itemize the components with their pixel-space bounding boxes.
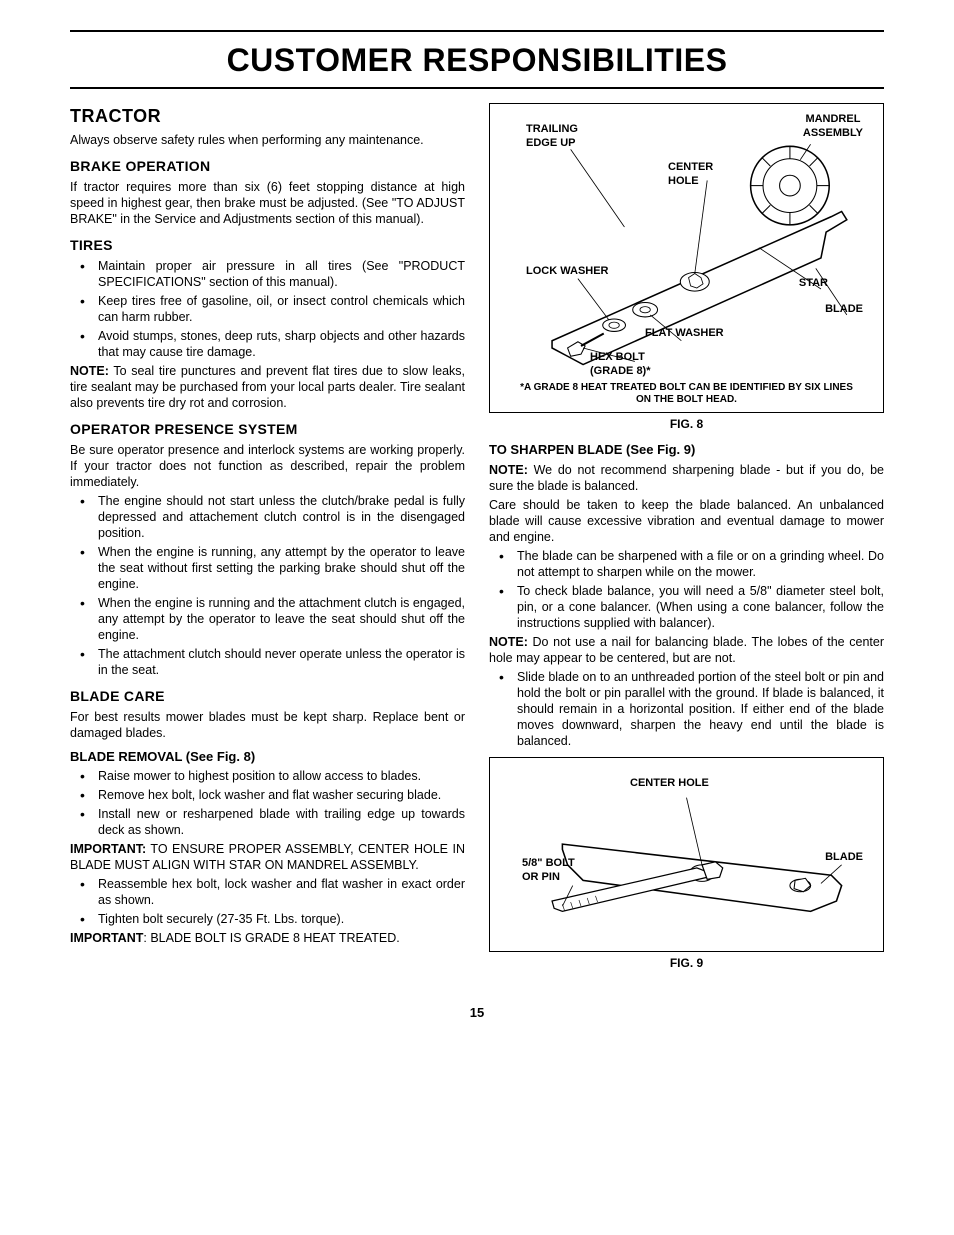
removal-list-2: Reassemble hex bolt, lock washer and fla… xyxy=(70,876,465,927)
heading-brake: BRAKE OPERATION xyxy=(70,158,465,176)
content-columns: TRACTOR Always observe safety rules when… xyxy=(70,101,884,981)
list-item: Keep tires free of gasoline, oil, or ins… xyxy=(70,293,465,325)
list-item: Slide blade on to an unthreaded portion … xyxy=(489,669,884,749)
note-text: Do not use a nail for balancing blade. T… xyxy=(489,635,884,665)
sharpen-note1: NOTE: We do not recommend sharpening bla… xyxy=(489,462,884,494)
important-label: IMPORTANT: xyxy=(70,842,146,856)
list-item: When the engine is running, any attempt … xyxy=(70,544,465,592)
list-item: Tighten bolt securely (27-35 Ft. Lbs. to… xyxy=(70,911,465,927)
figure-8-box: TRAILING EDGE UP MANDREL ASSEMBLY CENTER… xyxy=(489,103,884,413)
heading-sharpen: TO SHARPEN BLADE (See Fig. 9) xyxy=(489,442,884,459)
removal-important-1: IMPORTANT: TO ENSURE PROPER ASSEMBLY, CE… xyxy=(70,841,465,873)
fig8-label-blade: BLADE xyxy=(825,302,863,316)
tires-list: Maintain proper air pressure in all tire… xyxy=(70,258,465,360)
brake-text: If tractor requires more than six (6) fe… xyxy=(70,179,465,227)
note-label: NOTE: xyxy=(70,364,109,378)
list-item: Raise mower to highest position to allow… xyxy=(70,768,465,784)
fig8-label-hex: HEX BOLT (GRADE 8)* xyxy=(590,350,651,378)
fig9-label-bolt: 5/8" BOLT OR PIN xyxy=(522,856,575,884)
fig8-caption: FIG. 8 xyxy=(489,417,884,432)
heading-tractor: TRACTOR xyxy=(70,105,465,128)
heading-removal: BLADE REMOVAL (See Fig. 8) xyxy=(70,749,465,766)
figure-9-box: CENTER HOLE 5/8" BOLT OR PIN BLADE xyxy=(489,757,884,952)
fig8-label-center: CENTER HOLE xyxy=(668,160,713,188)
ops-intro: Be sure operator presence and interlock … xyxy=(70,442,465,490)
list-item: Remove hex bolt, lock washer and flat wa… xyxy=(70,787,465,803)
heading-tires: TIRES xyxy=(70,237,465,255)
list-item: The attachment clutch should never opera… xyxy=(70,646,465,678)
page-number: 15 xyxy=(70,1005,884,1020)
note-text: To seal tire punctures and prevent flat … xyxy=(70,364,465,410)
fig8-label-mandrel: MANDREL ASSEMBLY xyxy=(803,112,863,140)
list-item: Reassemble hex bolt, lock washer and fla… xyxy=(70,876,465,908)
sharpen-note2: NOTE: Do not use a nail for balancing bl… xyxy=(489,634,884,666)
list-item: To check blade balance, you will need a … xyxy=(489,583,884,631)
sharpen-list-2: Slide blade on to an unthreaded portion … xyxy=(489,669,884,749)
left-column: TRACTOR Always observe safety rules when… xyxy=(70,101,465,981)
list-item: The engine should not start unless the c… xyxy=(70,493,465,541)
top-rule xyxy=(70,30,884,32)
list-item: Install new or resharpened blade with tr… xyxy=(70,806,465,838)
figure-8-diagram xyxy=(490,104,883,412)
note-text: We do not recommend sharpening blade - b… xyxy=(489,463,884,493)
fig8-label-star: STAR xyxy=(799,276,828,290)
fig8-label-lock: LOCK WASHER xyxy=(526,264,609,278)
tires-note: NOTE: To seal tire punctures and prevent… xyxy=(70,363,465,411)
important-label: IMPORTANT xyxy=(70,931,143,945)
fig8-note: *A GRADE 8 HEAT TREATED BOLT CAN BE IDEN… xyxy=(490,382,883,406)
heading-bladecare: BLADE CARE xyxy=(70,688,465,706)
list-item: When the engine is running and the attac… xyxy=(70,595,465,643)
fig9-label-center: CENTER HOLE xyxy=(630,776,709,790)
important-text: : BLADE BOLT IS GRADE 8 HEAT TREATED. xyxy=(143,931,399,945)
page-title: CUSTOMER RESPONSIBILITIES xyxy=(70,42,884,89)
sharpen-para: Care should be taken to keep the blade b… xyxy=(489,497,884,545)
sharpen-list-1: The blade can be sharpened with a file o… xyxy=(489,548,884,631)
fig8-label-trailing: TRAILING EDGE UP xyxy=(526,122,578,150)
removal-important-2: IMPORTANT: BLADE BOLT IS GRADE 8 HEAT TR… xyxy=(70,930,465,946)
removal-list-1: Raise mower to highest position to allow… xyxy=(70,768,465,838)
tractor-intro: Always observe safety rules when perform… xyxy=(70,132,465,148)
fig9-caption: FIG. 9 xyxy=(489,956,884,971)
list-item: Maintain proper air pressure in all tire… xyxy=(70,258,465,290)
note-label: NOTE: xyxy=(489,635,528,649)
heading-ops: OPERATOR PRESENCE SYSTEM xyxy=(70,421,465,439)
note-label: NOTE: xyxy=(489,463,528,477)
right-column: TRAILING EDGE UP MANDREL ASSEMBLY CENTER… xyxy=(489,101,884,981)
list-item: The blade can be sharpened with a file o… xyxy=(489,548,884,580)
bladecare-text: For best results mower blades must be ke… xyxy=(70,709,465,741)
ops-list: The engine should not start unless the c… xyxy=(70,493,465,678)
fig9-label-blade: BLADE xyxy=(825,850,863,864)
fig8-label-flat: FLAT WASHER xyxy=(645,326,724,340)
list-item: Avoid stumps, stones, deep ruts, sharp o… xyxy=(70,328,465,360)
